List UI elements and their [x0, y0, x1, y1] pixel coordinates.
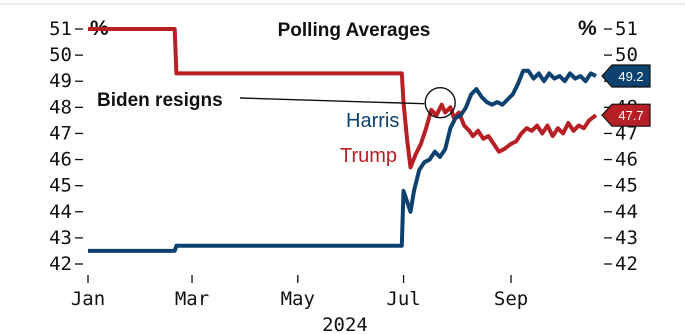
- y-tick-label-right: 46: [615, 149, 638, 171]
- y-tick-label-left: 50: [49, 44, 72, 66]
- series-lines: Trump Harris: [88, 27, 598, 253]
- annotation-leader-line: [239, 97, 425, 105]
- y-tick-label-left: 44: [49, 201, 72, 223]
- x-tick-label: Sep: [494, 288, 528, 310]
- y-tick-label-right: 44: [615, 201, 638, 223]
- y-unit-right: %: [578, 17, 597, 40]
- x-tick-label: May: [281, 288, 315, 310]
- x-axis-title: 2024: [322, 314, 368, 334]
- y-tick-label-right: 51: [615, 18, 638, 40]
- y-tick-label-right: 43: [615, 227, 638, 249]
- series-label-harris: Harris: [346, 110, 399, 132]
- y-tick-label-right: 42: [615, 253, 638, 275]
- y-tick-label-right: 45: [615, 175, 638, 197]
- end-labels: 47.7 49.2: [601, 64, 651, 127]
- y-tick-label-left: 51: [49, 18, 72, 40]
- end-label-badge: [601, 64, 651, 88]
- end-label-value: 47.7: [618, 108, 643, 123]
- y-tick-label-left: 45: [49, 175, 72, 197]
- x-tick-label: Jul: [386, 288, 420, 310]
- y-tick-label-left: 43: [49, 227, 72, 249]
- y-tick-label-left: 47: [49, 122, 72, 144]
- end-label-badge: [601, 103, 651, 127]
- x-axis-ticks: Jan Mar May Jul Sep: [71, 275, 528, 310]
- series-line-harris: [88, 68, 597, 253]
- y-tick-label-left: 49: [49, 70, 72, 92]
- end-label-harris: 49.2: [601, 64, 651, 88]
- x-tick-label: Jan: [71, 288, 105, 310]
- end-label-value: 49.2: [618, 69, 643, 84]
- series-label-trump: Trump: [340, 145, 397, 167]
- y-tick-label-left: 42: [49, 253, 72, 275]
- chart-title: Polling Averages: [278, 20, 431, 41]
- annotation-label: Biden resigns: [97, 90, 223, 111]
- end-label-trump: 47.7: [601, 103, 651, 127]
- y-tick-label-right: 47: [615, 122, 638, 144]
- y-tick-label-left: 48: [49, 96, 72, 118]
- x-tick-label: Mar: [175, 288, 209, 310]
- y-tick-label-left: 46: [49, 149, 72, 171]
- series-line-trump: [88, 27, 598, 170]
- annotation-circle: [424, 87, 456, 119]
- annotation-group: Biden resigns: [97, 87, 456, 119]
- y-tick-label-right: 50: [615, 44, 638, 66]
